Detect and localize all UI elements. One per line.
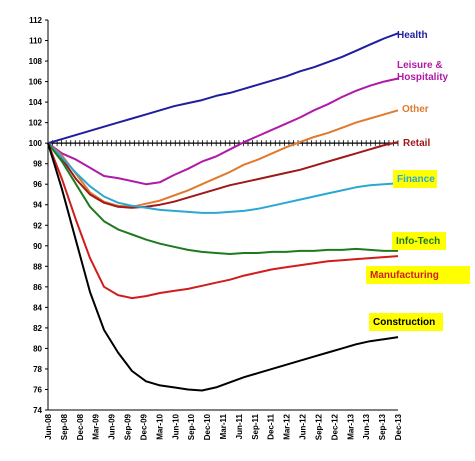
series-line-manufacturing [47, 142, 399, 300]
series-label-bg-finance [393, 170, 437, 188]
series-label-bg-manufacturing [366, 266, 470, 284]
x-tick-label: Sep-09 [124, 413, 133, 440]
x-tick-label: Sep-13 [378, 413, 387, 440]
y-tick-label: 96 [33, 180, 42, 189]
x-tick-label: Mar-09 [92, 413, 101, 439]
y-tick-label: 84 [33, 303, 42, 312]
x-tick-label: Jun-09 [108, 413, 117, 439]
y-tick-label: 112 [29, 16, 42, 25]
y-tick-label: 104 [29, 98, 43, 107]
series-label-part: Leisure & [397, 60, 443, 71]
y-tick-label: 78 [33, 365, 42, 374]
series-line-other [47, 109, 399, 208]
series-label-leisure-hospitality: Leisure & Hospitality [397, 60, 449, 83]
x-tick-label: Mar-12 [283, 413, 292, 439]
x-tick-label: Sep-12 [314, 413, 323, 440]
x-tick-label: Mar-10 [155, 413, 164, 439]
y-tick-label: 82 [33, 324, 42, 333]
y-tick-label: 74 [33, 406, 42, 415]
series-line-leisure-hospitality [47, 77, 399, 186]
y-tick-label: 98 [33, 160, 42, 169]
y-tick-label: 92 [33, 221, 42, 230]
series-label-finance: Finance [397, 174, 435, 185]
x-tick-label: Mar-13 [346, 413, 355, 439]
series-label-construction: Construction [373, 317, 435, 328]
y-tick-label: 110 [29, 37, 42, 46]
x-tick-label: Dec-09 [139, 413, 148, 440]
series-line-construction [47, 142, 399, 392]
x-tick-label: Sep-11 [251, 413, 260, 439]
y-tick-label: 90 [33, 242, 42, 251]
series-label-bg-info-tech [392, 232, 446, 250]
y-tick-label: 88 [33, 262, 42, 271]
x-tick-label: Jun-08 [44, 413, 53, 439]
x-tick-label: Jun-10 [171, 413, 180, 439]
y-tick-label: 106 [29, 78, 43, 87]
series-line-finance [47, 142, 399, 214]
x-tick-label: Mar-11 [219, 413, 228, 439]
x-tick-label: Jun-11 [235, 413, 244, 439]
series-label-info-tech: Info-Tech [396, 236, 440, 247]
series-line-retail [47, 141, 399, 209]
series-label-health: Health [397, 30, 428, 41]
y-tick-label: 94 [33, 201, 42, 210]
x-tick-label: Dec-10 [203, 413, 212, 440]
series-label-manufacturing: Manufacturing [370, 270, 439, 281]
x-tick-label: Dec-13 [394, 413, 403, 440]
x-tick-label: Jun-12 [299, 413, 308, 439]
series-label-bg-construction [369, 313, 443, 331]
y-tick-label: 102 [29, 119, 43, 128]
x-tick-label: Dec-08 [76, 413, 85, 440]
x-tick-label: Jun-13 [362, 413, 371, 439]
x-tick-label: Sep-08 [60, 413, 69, 440]
y-tick-label: 86 [33, 283, 42, 292]
x-tick-label: Dec-11 [267, 413, 276, 439]
y-tick-label: 76 [33, 385, 42, 394]
x-tick-label: Sep-10 [187, 413, 196, 440]
series-label-part: Hospitality [397, 72, 449, 83]
y-tick-label: 80 [33, 344, 42, 353]
series-label-other: Other [402, 104, 429, 115]
y-tick-label: 108 [29, 57, 43, 66]
x-tick-label: Dec-12 [330, 413, 339, 440]
series-label-retail: Retail [403, 138, 430, 149]
y-tick-label: 100 [29, 139, 43, 148]
series-line-health [47, 32, 399, 145]
series-line-info-tech [47, 142, 398, 255]
